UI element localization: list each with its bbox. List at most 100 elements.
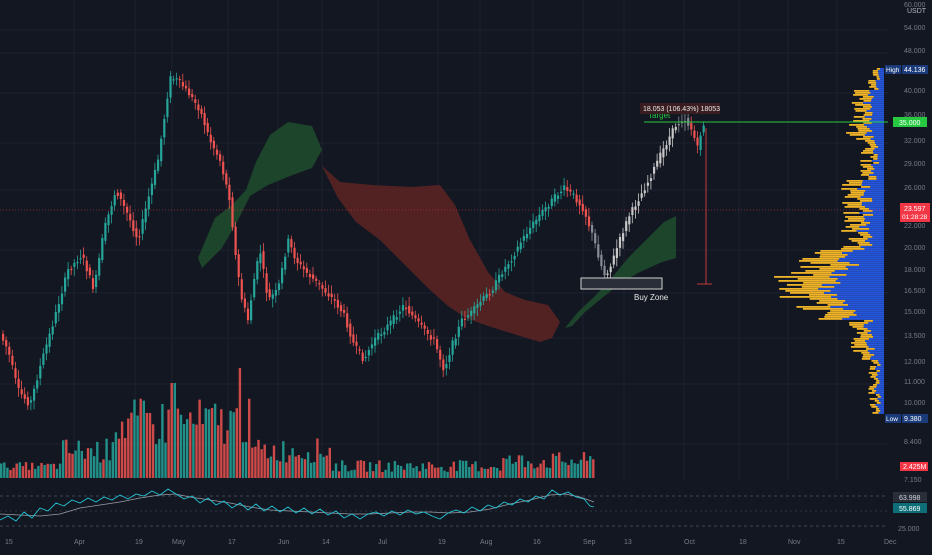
candle-body xyxy=(507,264,510,269)
volume-bar xyxy=(15,463,18,478)
candle-body xyxy=(361,352,364,362)
profile-bar-sell xyxy=(865,140,875,142)
profile-bar-buy xyxy=(873,172,884,174)
low-value-label: 9.380 xyxy=(904,416,922,423)
profile-bar-sell xyxy=(785,290,831,292)
profile-bar-buy xyxy=(871,334,884,336)
profile-bar-buy xyxy=(855,310,884,312)
profile-bar-buy xyxy=(879,408,884,410)
profile-bar-buy xyxy=(880,364,884,366)
volume-bar xyxy=(527,461,530,478)
candle-body xyxy=(448,355,451,363)
candle-body xyxy=(2,333,5,341)
profile-bar-sell xyxy=(863,100,871,102)
volume-bar xyxy=(192,423,195,478)
volume-bar xyxy=(387,462,390,478)
profile-bar-buy xyxy=(821,284,884,286)
candle-body xyxy=(538,214,541,222)
candle-body xyxy=(411,311,414,316)
profile-bar-buy xyxy=(876,86,884,88)
candle-body xyxy=(581,203,584,212)
time-axis[interactable]: 15 Apr 19 May 17 Jun 14 Jul 19 Aug 16 Se… xyxy=(5,539,897,546)
volume-bar xyxy=(24,462,28,478)
profile-bar-sell xyxy=(874,88,879,90)
profile-bar-buy xyxy=(856,314,884,316)
profile-bar-sell xyxy=(863,354,875,356)
profile-bar-buy xyxy=(852,250,884,252)
price-tick: 29.000 xyxy=(904,161,926,168)
price-candles xyxy=(2,71,705,411)
candle-body xyxy=(677,124,680,126)
volume-bar xyxy=(458,460,462,478)
volume-bar xyxy=(424,468,428,478)
volume-bar xyxy=(130,412,133,478)
volume-bar xyxy=(241,442,245,478)
cloud-green-1 xyxy=(198,122,322,268)
profile-bar-buy xyxy=(868,322,884,324)
volume-bar xyxy=(480,467,483,478)
volume-bar xyxy=(353,469,356,478)
target-label: Target xyxy=(648,111,671,120)
candle-body xyxy=(467,315,470,318)
candle-body xyxy=(194,99,197,103)
volume-bar xyxy=(412,467,415,478)
candle-body xyxy=(395,317,398,320)
volume-bar xyxy=(418,471,421,478)
candle-body xyxy=(457,326,460,337)
candle-body xyxy=(57,304,60,313)
profile-bar-sell xyxy=(876,380,880,382)
profile-bar-sell xyxy=(876,68,881,70)
profile-bar-sell xyxy=(860,222,871,224)
profile-bar-buy xyxy=(831,296,884,298)
volume-bar xyxy=(3,462,6,478)
time-tick: 15 xyxy=(837,539,845,546)
profile-bar-sell xyxy=(873,154,878,156)
volume-bar xyxy=(55,468,59,478)
volume-bar xyxy=(443,470,446,478)
price-axis[interactable]: USDT 60.000 54.000 48.000 40.000 36.000 … xyxy=(885,2,930,484)
profile-bar-buy xyxy=(877,374,884,376)
profile-bar-buy xyxy=(871,106,884,108)
profile-bar-buy xyxy=(874,148,884,150)
price-tick: 16.500 xyxy=(904,288,926,295)
profile-bar-sell xyxy=(871,360,879,362)
profile-bar-buy xyxy=(873,152,884,154)
candle-body xyxy=(116,192,119,197)
profile-bar-buy xyxy=(848,304,884,306)
candle-body xyxy=(649,178,653,181)
profile-bar-buy xyxy=(879,162,884,164)
profile-bar-sell xyxy=(874,378,879,380)
profile-bar-buy xyxy=(877,406,884,408)
profile-bar-sell xyxy=(876,76,880,78)
candle-body xyxy=(566,187,569,191)
candle-body xyxy=(482,296,485,301)
volume-bar xyxy=(263,444,266,478)
volume-bar xyxy=(77,440,80,478)
profile-bar-sell xyxy=(861,358,871,360)
candle-body xyxy=(612,255,615,265)
volume-bar xyxy=(465,460,468,478)
profile-bar-sell xyxy=(871,374,878,376)
volume-bar xyxy=(102,459,105,478)
volume-bar xyxy=(111,442,114,478)
candle-body xyxy=(547,206,550,209)
candle-body xyxy=(597,244,600,258)
candle-body xyxy=(541,209,544,216)
profile-bar-sell xyxy=(844,206,866,208)
profile-bar-buy xyxy=(848,268,884,270)
candle-body xyxy=(671,128,674,139)
profile-bar-buy xyxy=(880,402,884,404)
candle-body xyxy=(200,108,203,114)
profile-bar-buy xyxy=(859,226,884,228)
profile-bar-buy xyxy=(873,150,884,152)
profile-bar-sell xyxy=(843,212,860,214)
profile-bar-buy xyxy=(872,166,884,168)
volume-bar xyxy=(21,466,25,478)
candle-body xyxy=(343,310,346,313)
profile-bar-sell xyxy=(799,260,838,262)
profile-bar-sell xyxy=(869,386,877,388)
buy-zone-box[interactable] xyxy=(580,277,663,290)
candle-body xyxy=(160,138,163,162)
profile-bar-buy xyxy=(878,74,884,76)
